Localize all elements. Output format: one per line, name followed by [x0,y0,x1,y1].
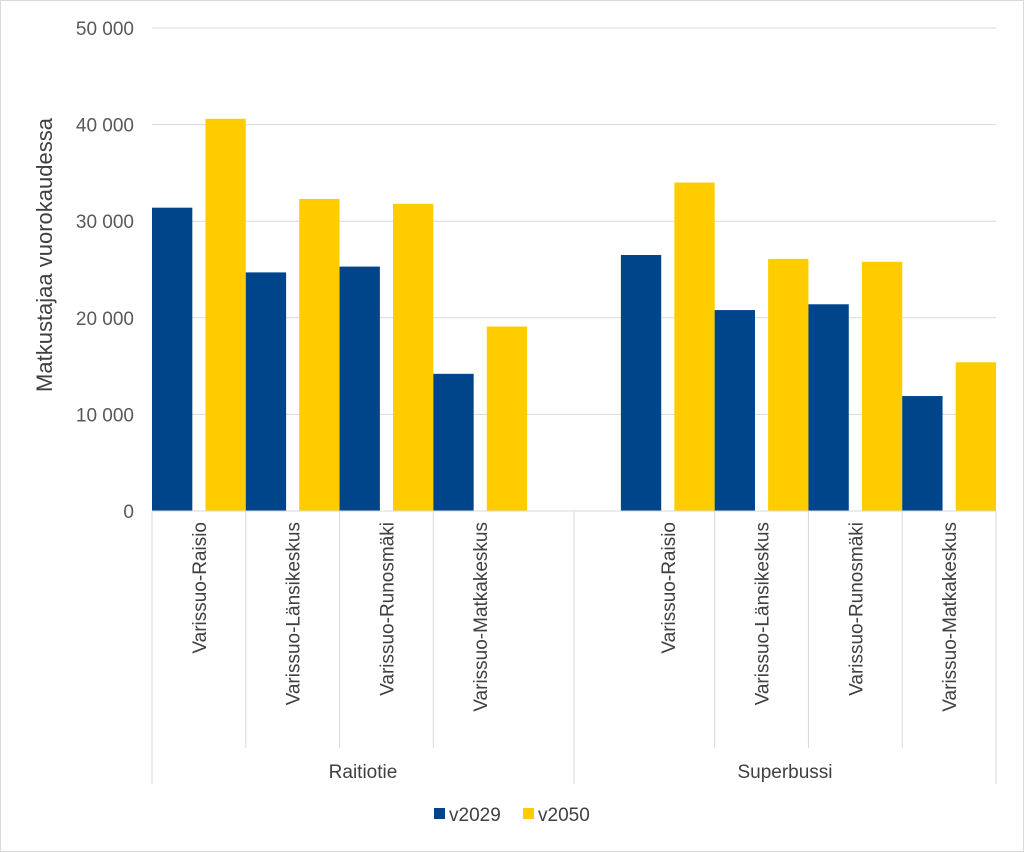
x-group-label: Raitiotie [329,762,398,783]
y-axis-label: Matkustajaa vuorokaudessa [32,117,57,392]
x-category-label: Varissuo-Matkakeskus [940,522,961,712]
y-tick-label: 10 000 [76,405,134,426]
x-category-label: Varissuo-Matkakeskus [471,522,492,712]
x-category-label: Varissuo-Runosmäki [377,522,398,696]
x-category-label: Varissuo-Raisio [190,522,211,654]
y-tick-label: 0 [123,502,134,523]
x-category-label: Varissuo-Länsikeskus [284,522,305,705]
bar-v2050-superbussi-4 [955,362,996,511]
x-category-label: Varissuo-Länsikeskus [753,522,774,705]
x-group-label: Superbussi [737,762,832,783]
y-tick-label: 20 000 [76,309,134,330]
bar-v2050-raitiotie-1 [205,118,246,511]
x-axis: Varissuo-Raisio Varissuo-Länsikeskus Varis… [151,510,997,784]
bar-v2029-superbussi-1 [620,255,662,511]
bar-v2050-superbussi-3 [861,261,903,511]
bar-v2029-raitiotie-2 [245,272,287,511]
y-tick-label: 30 000 [76,212,134,233]
bar-v2050-raitiotie-3 [393,203,434,511]
legend: v2029 v2050 [434,805,590,826]
legend-label-v2050: v2050 [538,805,590,826]
x-category-label: Varissuo-Raisio [659,522,680,654]
bar-v2050-raitiotie-4 [486,326,528,511]
legend-swatch-v2050 [523,808,534,819]
y-tick-label: 50 000 [76,19,134,40]
bar-v2029-superbussi-4 [902,396,943,511]
bar-v2029-superbussi-2 [714,310,755,511]
bar-v2029-superbussi-3 [808,304,849,511]
y-axis-ticks: 0 10 000 20 000 30 000 40 000 50 000 [76,19,134,523]
bar-v2050-superbussi-2 [768,258,809,511]
bar-v2029-raitiotie-3 [339,266,380,511]
bars [152,118,996,511]
legend-swatch-v2029 [434,808,445,819]
legend-label-v2029: v2029 [449,805,501,826]
bar-v2029-raitiotie-1 [152,207,193,511]
bar-v2050-raitiotie-2 [299,198,340,511]
y-tick-label: 40 000 [76,116,134,137]
x-category-label: Varissuo-Runosmäki [846,522,867,696]
bar-v2050-superbussi-1 [674,182,715,511]
bar-v2029-raitiotie-4 [433,373,474,511]
